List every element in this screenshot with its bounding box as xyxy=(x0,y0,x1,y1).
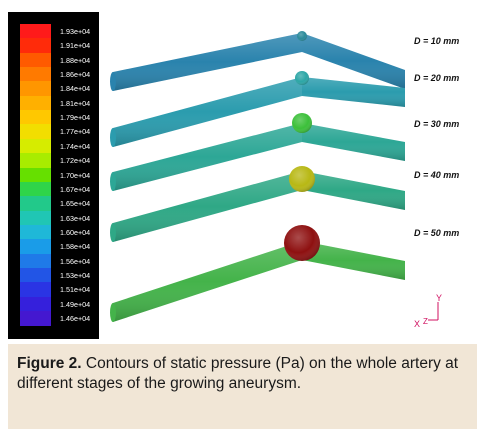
colorbar-tick-label: 1.60e+04 xyxy=(60,227,91,237)
artery-shading xyxy=(302,33,405,89)
colorbar-swatch xyxy=(20,153,51,169)
artery-stage: D = 30 mm xyxy=(110,113,459,191)
colorbar-tick-label: 1.79e+04 xyxy=(60,113,91,123)
figure-caption: Figure 2. Contours of static pressure (P… xyxy=(17,354,472,394)
colorbar-tick-label: 1.46e+04 xyxy=(60,314,91,323)
colorbar-swatch xyxy=(20,267,51,283)
colorbar-tick-label: 1.53e+04 xyxy=(60,270,91,280)
colorbar-tick-label: 1.58e+04 xyxy=(60,242,91,252)
caption-box xyxy=(8,344,477,429)
colorbar-swatch xyxy=(20,124,51,140)
colorbar-tick-label: 1.67e+04 xyxy=(60,184,91,194)
stage-diameter-label: D = 30 mm xyxy=(414,119,459,129)
artery-renderings: D = 10 mm D = 20 mm D = 30 mm D = 40 mm D = … xyxy=(110,31,459,329)
colorbar-tick-label: 1.72e+04 xyxy=(60,156,91,166)
colorbar-swatch xyxy=(20,24,51,39)
artery-stage: D = 40 mm xyxy=(110,166,459,242)
artery-stage: D = 50 mm xyxy=(110,225,459,322)
artery-shading xyxy=(113,171,302,242)
caption-label: Figure 2. xyxy=(17,355,82,372)
colorbar-tick-label: 1.86e+04 xyxy=(60,70,91,80)
artery-shading xyxy=(113,241,302,322)
colorbar-swatch xyxy=(20,52,51,68)
colorbar-swatch xyxy=(20,311,51,326)
colorbar-tick-label: 1.81e+04 xyxy=(60,98,91,108)
caption-body: Contours of static pressure (Pa) on the … xyxy=(17,355,459,392)
aneurysm-bulb-shading xyxy=(297,31,307,41)
colorbar-swatch xyxy=(20,196,51,212)
colorbar-swatch xyxy=(20,138,51,154)
aneurysm-bulb-shading xyxy=(292,113,312,133)
stage-diameter-label: D = 20 mm xyxy=(414,73,459,83)
colorbar-tick-label: 1.88e+04 xyxy=(60,55,91,65)
colorbar-swatch xyxy=(20,239,51,255)
colorbar-swatch xyxy=(20,210,51,226)
artery-stage: D = 20 mm xyxy=(110,71,459,147)
colorbar-tick-label: 1.65e+04 xyxy=(60,199,91,209)
aneurysm-bulb-shading xyxy=(295,71,309,85)
colorbar-swatch xyxy=(20,253,51,269)
artery-inlet-cap xyxy=(110,223,116,242)
colorbar-tick-label: 1.51e+04 xyxy=(60,285,91,295)
artery-shading xyxy=(302,241,405,280)
artery-shading xyxy=(302,77,405,107)
colorbar-swatch xyxy=(20,81,51,97)
axis-y-label: Y xyxy=(436,293,442,303)
stage-diameter-label: D = 40 mm xyxy=(414,170,459,180)
colorbar-tick-label: 1.56e+04 xyxy=(60,256,91,266)
colorbar-swatch xyxy=(20,67,51,82)
colorbar-tick-label: 1.49e+04 xyxy=(60,299,91,309)
artery-inlet-cap xyxy=(110,72,116,91)
colorbar-tick-label: 1.70e+04 xyxy=(60,170,91,180)
artery-shading xyxy=(113,33,302,91)
colorbar-swatch xyxy=(20,181,51,197)
colorbar-tick-label: 1.74e+04 xyxy=(60,141,91,151)
axis-triad: Y X Z xyxy=(414,293,442,329)
colorbar-swatch xyxy=(20,167,51,183)
axis-x-label: X xyxy=(414,319,420,329)
colorbar: 1.93e+04 1.91e+04 1.88e+04 1.86e+04 1.84e+04… xyxy=(8,12,99,339)
colorbar-swatch xyxy=(20,282,51,298)
colorbar-swatch xyxy=(20,110,51,126)
stage-diameter-label: D = 50 mm xyxy=(414,228,459,238)
artery-inlet-cap xyxy=(110,172,116,191)
colorbar-tick-label: 1.93e+04 xyxy=(60,27,91,36)
colorbar-swatch xyxy=(20,95,51,111)
axis-z-label: Z xyxy=(423,317,428,326)
aneurysm-bulb-shading xyxy=(289,166,315,192)
stage-diameter-label: D = 10 mm xyxy=(414,36,459,46)
colorbar-swatch xyxy=(20,296,51,312)
colorbar-swatch xyxy=(20,224,51,240)
colorbar-tick-label: 1.63e+04 xyxy=(60,213,91,223)
artery-shading xyxy=(113,123,302,191)
artery-inlet-cap xyxy=(110,303,116,322)
colorbar-tick-label: 1.77e+04 xyxy=(60,127,91,137)
artery-stage: D = 10 mm xyxy=(110,31,459,91)
aneurysm-bulb-shading xyxy=(284,225,320,261)
artery-inlet-cap xyxy=(110,128,116,147)
colorbar-swatch xyxy=(20,38,51,54)
artery-shading xyxy=(113,77,302,147)
artery-shading xyxy=(302,123,405,161)
colorbar-tick-label: 1.84e+04 xyxy=(60,84,91,94)
artery-shading xyxy=(302,171,405,210)
colorbar-tick-label: 1.91e+04 xyxy=(60,41,91,51)
